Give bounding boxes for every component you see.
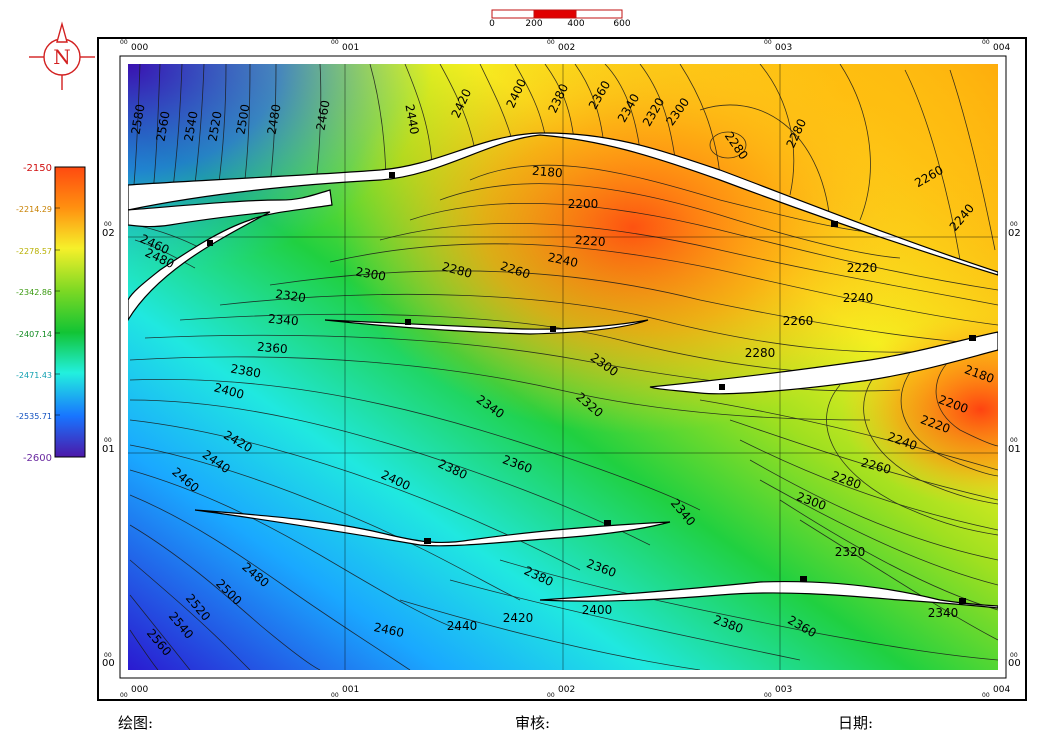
contour-label: 2560 bbox=[154, 110, 173, 143]
footer-draw-label: 绘图: bbox=[118, 714, 154, 732]
contour-label: 2300 bbox=[354, 265, 387, 284]
grid-sup-label: 00 bbox=[1010, 652, 1018, 659]
contour-label: 2440 bbox=[402, 103, 421, 136]
grid-sup-label: 00 bbox=[982, 39, 990, 46]
grid-y-label: 00 bbox=[102, 658, 115, 669]
grid-sup-label: 00 bbox=[104, 437, 112, 444]
grid-x-label: 004 bbox=[993, 43, 1010, 53]
legend-label: -2535.71 bbox=[16, 412, 52, 421]
grid-x-label: 002 bbox=[558, 685, 575, 695]
contour-label: 2380 bbox=[229, 362, 262, 381]
grid-sup-label: 00 bbox=[331, 39, 339, 46]
grid-sup-label: 00 bbox=[764, 39, 772, 46]
contour-label: 2480 bbox=[265, 103, 284, 136]
grid-sup-label: 00 bbox=[104, 652, 112, 659]
contour-label: 2180 bbox=[532, 164, 564, 181]
grid-y-label: 02 bbox=[102, 228, 115, 239]
grid-sup-label: 00 bbox=[982, 692, 990, 699]
north-arrow-icon: N bbox=[29, 21, 95, 90]
grid-sup-label: 00 bbox=[120, 692, 128, 699]
grid-labels: 000 001 002 003 004 000 001 002 003 004 … bbox=[102, 39, 1021, 699]
grid-x-label: 002 bbox=[558, 43, 575, 53]
legend-label: -2471.43 bbox=[16, 371, 52, 380]
contour-label: 2220 bbox=[575, 233, 606, 249]
contour-label: 2240 bbox=[843, 291, 874, 305]
grid-lines bbox=[128, 64, 998, 670]
grid-sup-label: 00 bbox=[104, 221, 112, 228]
grid-x-label: 001 bbox=[342, 43, 359, 53]
contour-label: 2200 bbox=[568, 197, 599, 211]
north-letter: N bbox=[53, 45, 71, 69]
contour-label: 2320 bbox=[274, 287, 306, 305]
contour-label: 2520 bbox=[206, 110, 225, 143]
legend-label: -2278.57 bbox=[16, 247, 52, 256]
grid-x-label: 000 bbox=[131, 685, 148, 695]
legend-label: -2150 bbox=[23, 163, 52, 174]
contour-label: 2280 bbox=[745, 346, 776, 360]
fault-markers bbox=[207, 172, 976, 604]
fault-bands bbox=[128, 132, 998, 609]
grid-sup-label: 00 bbox=[120, 39, 128, 46]
legend-label: -2600 bbox=[23, 453, 52, 464]
grid-sup-label: 00 bbox=[547, 692, 555, 699]
contour-label: 2340 bbox=[928, 606, 959, 620]
contour-label: 2440 bbox=[447, 619, 478, 633]
grid-sup-label: 00 bbox=[331, 692, 339, 699]
contour-label: 2580 bbox=[129, 103, 148, 136]
contour-label: 2400 bbox=[582, 603, 613, 617]
grid-x-label: 004 bbox=[993, 685, 1010, 695]
grid-x-label: 003 bbox=[775, 43, 792, 53]
contour-label: 2340 bbox=[268, 312, 300, 329]
grid-y-label: 02 bbox=[1008, 228, 1021, 239]
grid-y-label: 01 bbox=[102, 444, 115, 455]
contour-label: 2540 bbox=[182, 110, 201, 143]
map-inner-frame bbox=[119, 55, 1007, 679]
legend-label: -2407.14 bbox=[16, 330, 52, 339]
scale-bar: 0 200 400 600 bbox=[489, 9, 631, 29]
contour-label: 2260 bbox=[783, 314, 814, 328]
contour-label: 2420 bbox=[503, 611, 534, 625]
contour-label: 2320 bbox=[835, 545, 866, 559]
scale-tick-label: 400 bbox=[567, 19, 584, 29]
scale-tick-label: 600 bbox=[613, 19, 630, 29]
scale-tick-label: 200 bbox=[525, 19, 542, 29]
grid-sup-label: 00 bbox=[764, 692, 772, 699]
legend-label: -2214.29 bbox=[16, 205, 52, 214]
grid-sup-label: 00 bbox=[547, 39, 555, 46]
grid-y-label: 01 bbox=[1008, 444, 1021, 455]
contour-label: 2460 bbox=[372, 620, 405, 640]
contour-label: 2240 bbox=[546, 250, 579, 270]
color-legend: -2150 -2214.29 -2278.57 -2342.86 -2407.1… bbox=[16, 163, 86, 464]
grid-x-label: 001 bbox=[342, 685, 359, 695]
grid-sup-label: 00 bbox=[1010, 221, 1018, 228]
map-surface: 2580 2560 2540 2520 2500 2480 2460 2440 … bbox=[128, 64, 998, 670]
grid-sup-label: 00 bbox=[1010, 437, 1018, 444]
contour-label: 2460 bbox=[314, 99, 333, 132]
contour-label: 2220 bbox=[847, 261, 878, 275]
grid-x-label: 003 bbox=[775, 685, 792, 695]
scale-tick-label: 0 bbox=[489, 19, 495, 29]
grid-y-label: 00 bbox=[1008, 658, 1021, 669]
legend-label: -2342.86 bbox=[16, 288, 52, 297]
map-outer-frame bbox=[97, 37, 1027, 701]
grid-x-label: 000 bbox=[131, 43, 148, 53]
contour-label: 2360 bbox=[257, 340, 289, 357]
footer-date-label: 日期: bbox=[838, 714, 874, 732]
contour-label: 2500 bbox=[234, 103, 253, 136]
footer-review-label: 审核: bbox=[515, 714, 551, 732]
